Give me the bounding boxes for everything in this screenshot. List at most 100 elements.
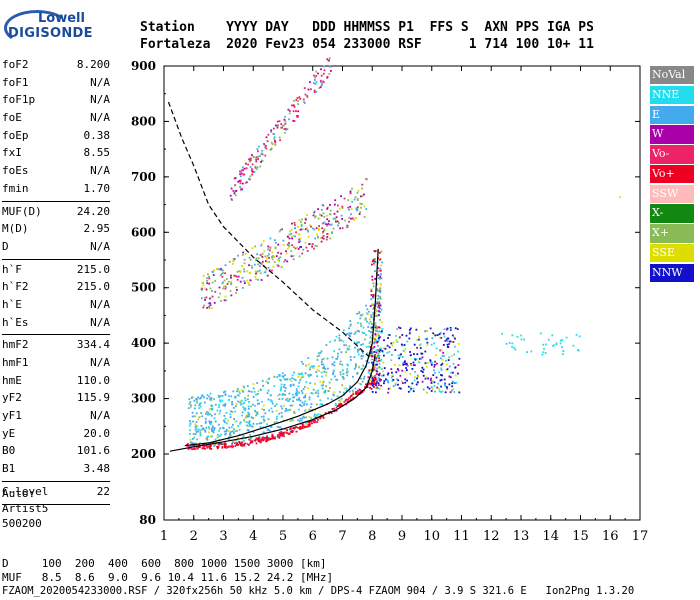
echo-point bbox=[211, 290, 213, 292]
echo-point bbox=[225, 432, 227, 435]
echo-point bbox=[338, 334, 341, 337]
param-row: fxI 8.55 bbox=[2, 146, 110, 164]
echo-point bbox=[242, 169, 244, 171]
echo-point bbox=[289, 385, 292, 388]
echo-point bbox=[205, 420, 207, 423]
echo-point bbox=[348, 399, 351, 402]
echo-point bbox=[267, 266, 270, 269]
echo-point bbox=[370, 376, 373, 379]
echo-point bbox=[221, 275, 224, 278]
echo-point bbox=[368, 318, 371, 321]
echo-point bbox=[402, 349, 405, 352]
echo-point bbox=[413, 343, 416, 346]
echo-point bbox=[291, 374, 294, 377]
echo-point bbox=[283, 118, 286, 121]
echo-point bbox=[210, 448, 213, 450]
echo-point bbox=[255, 156, 258, 159]
echo-point bbox=[261, 400, 263, 403]
echo-point bbox=[413, 364, 416, 367]
echo-point bbox=[321, 403, 323, 406]
echo-point bbox=[236, 289, 238, 291]
echo-point bbox=[259, 426, 262, 429]
echo-point bbox=[317, 352, 320, 355]
echo-point bbox=[292, 430, 295, 432]
echo-point bbox=[303, 396, 305, 399]
echo-point bbox=[266, 274, 269, 277]
echo-point bbox=[191, 438, 194, 440]
echo-point bbox=[416, 374, 419, 377]
echo-point bbox=[446, 340, 449, 343]
echo-point bbox=[245, 414, 248, 417]
echo-point bbox=[234, 445, 237, 447]
echo-point bbox=[301, 252, 304, 255]
param-row: foF2 8.200 bbox=[2, 58, 110, 76]
echo-point bbox=[228, 398, 230, 401]
echo-point bbox=[284, 378, 287, 381]
echo-point bbox=[377, 366, 380, 369]
echo-point bbox=[436, 362, 438, 365]
echo-point bbox=[352, 391, 355, 393]
echo-point bbox=[414, 358, 417, 361]
echo-point bbox=[308, 243, 310, 245]
echo-point bbox=[348, 334, 351, 336]
echo-point bbox=[328, 220, 330, 223]
echo-point bbox=[193, 436, 196, 439]
echo-point bbox=[428, 387, 431, 390]
echo-point bbox=[244, 399, 247, 402]
echo-point bbox=[378, 270, 381, 272]
echo-point bbox=[390, 376, 393, 379]
echo-point bbox=[240, 172, 243, 175]
echo-point bbox=[237, 275, 240, 278]
echo-point bbox=[405, 334, 408, 337]
echo-point bbox=[508, 342, 511, 344]
echo-point bbox=[278, 257, 280, 260]
echo-point bbox=[382, 347, 385, 350]
echo-point bbox=[388, 346, 391, 349]
echo-point bbox=[278, 436, 281, 439]
echo-point bbox=[278, 432, 281, 435]
echo-point bbox=[306, 96, 309, 99]
echo-point bbox=[348, 397, 350, 399]
echo-point bbox=[397, 354, 400, 357]
echo-point bbox=[211, 408, 213, 411]
echo-point bbox=[213, 269, 216, 272]
echo-point bbox=[413, 379, 416, 382]
echo-point bbox=[314, 421, 317, 423]
legend-item: Vo+ bbox=[650, 164, 694, 184]
echo-point bbox=[399, 327, 402, 329]
echo-point bbox=[274, 140, 276, 142]
echo-point bbox=[339, 227, 341, 230]
echo-point bbox=[441, 374, 443, 377]
echo-point bbox=[231, 411, 234, 413]
echo-point bbox=[271, 256, 273, 258]
echo-point bbox=[248, 178, 251, 181]
echo-point bbox=[329, 209, 332, 212]
echo-point bbox=[450, 327, 453, 330]
echo-point bbox=[267, 248, 269, 251]
echo-point bbox=[257, 257, 260, 260]
echo-point bbox=[255, 414, 257, 417]
param-value: 2.95 bbox=[83, 222, 111, 236]
echo-point bbox=[258, 422, 261, 425]
echo-point bbox=[542, 351, 545, 354]
x-tick-label: 3 bbox=[219, 529, 227, 544]
echo-point bbox=[319, 86, 322, 89]
echo-point bbox=[315, 91, 318, 93]
echo-point bbox=[372, 347, 375, 350]
echo-point bbox=[443, 383, 446, 386]
param-row: D N/A bbox=[2, 240, 110, 258]
echo-point bbox=[243, 408, 245, 410]
echo-point bbox=[261, 256, 264, 258]
echo-point bbox=[279, 426, 282, 429]
echo-point bbox=[277, 243, 280, 246]
echo-point bbox=[315, 414, 318, 417]
echo-point bbox=[293, 99, 295, 102]
echo-point bbox=[429, 327, 432, 330]
echo-point bbox=[187, 407, 190, 409]
echo-point bbox=[377, 355, 380, 358]
echo-point bbox=[305, 364, 307, 367]
echo-point bbox=[304, 241, 307, 244]
echo-point bbox=[371, 391, 374, 393]
echo-point bbox=[308, 396, 311, 399]
echo-point bbox=[358, 330, 361, 333]
